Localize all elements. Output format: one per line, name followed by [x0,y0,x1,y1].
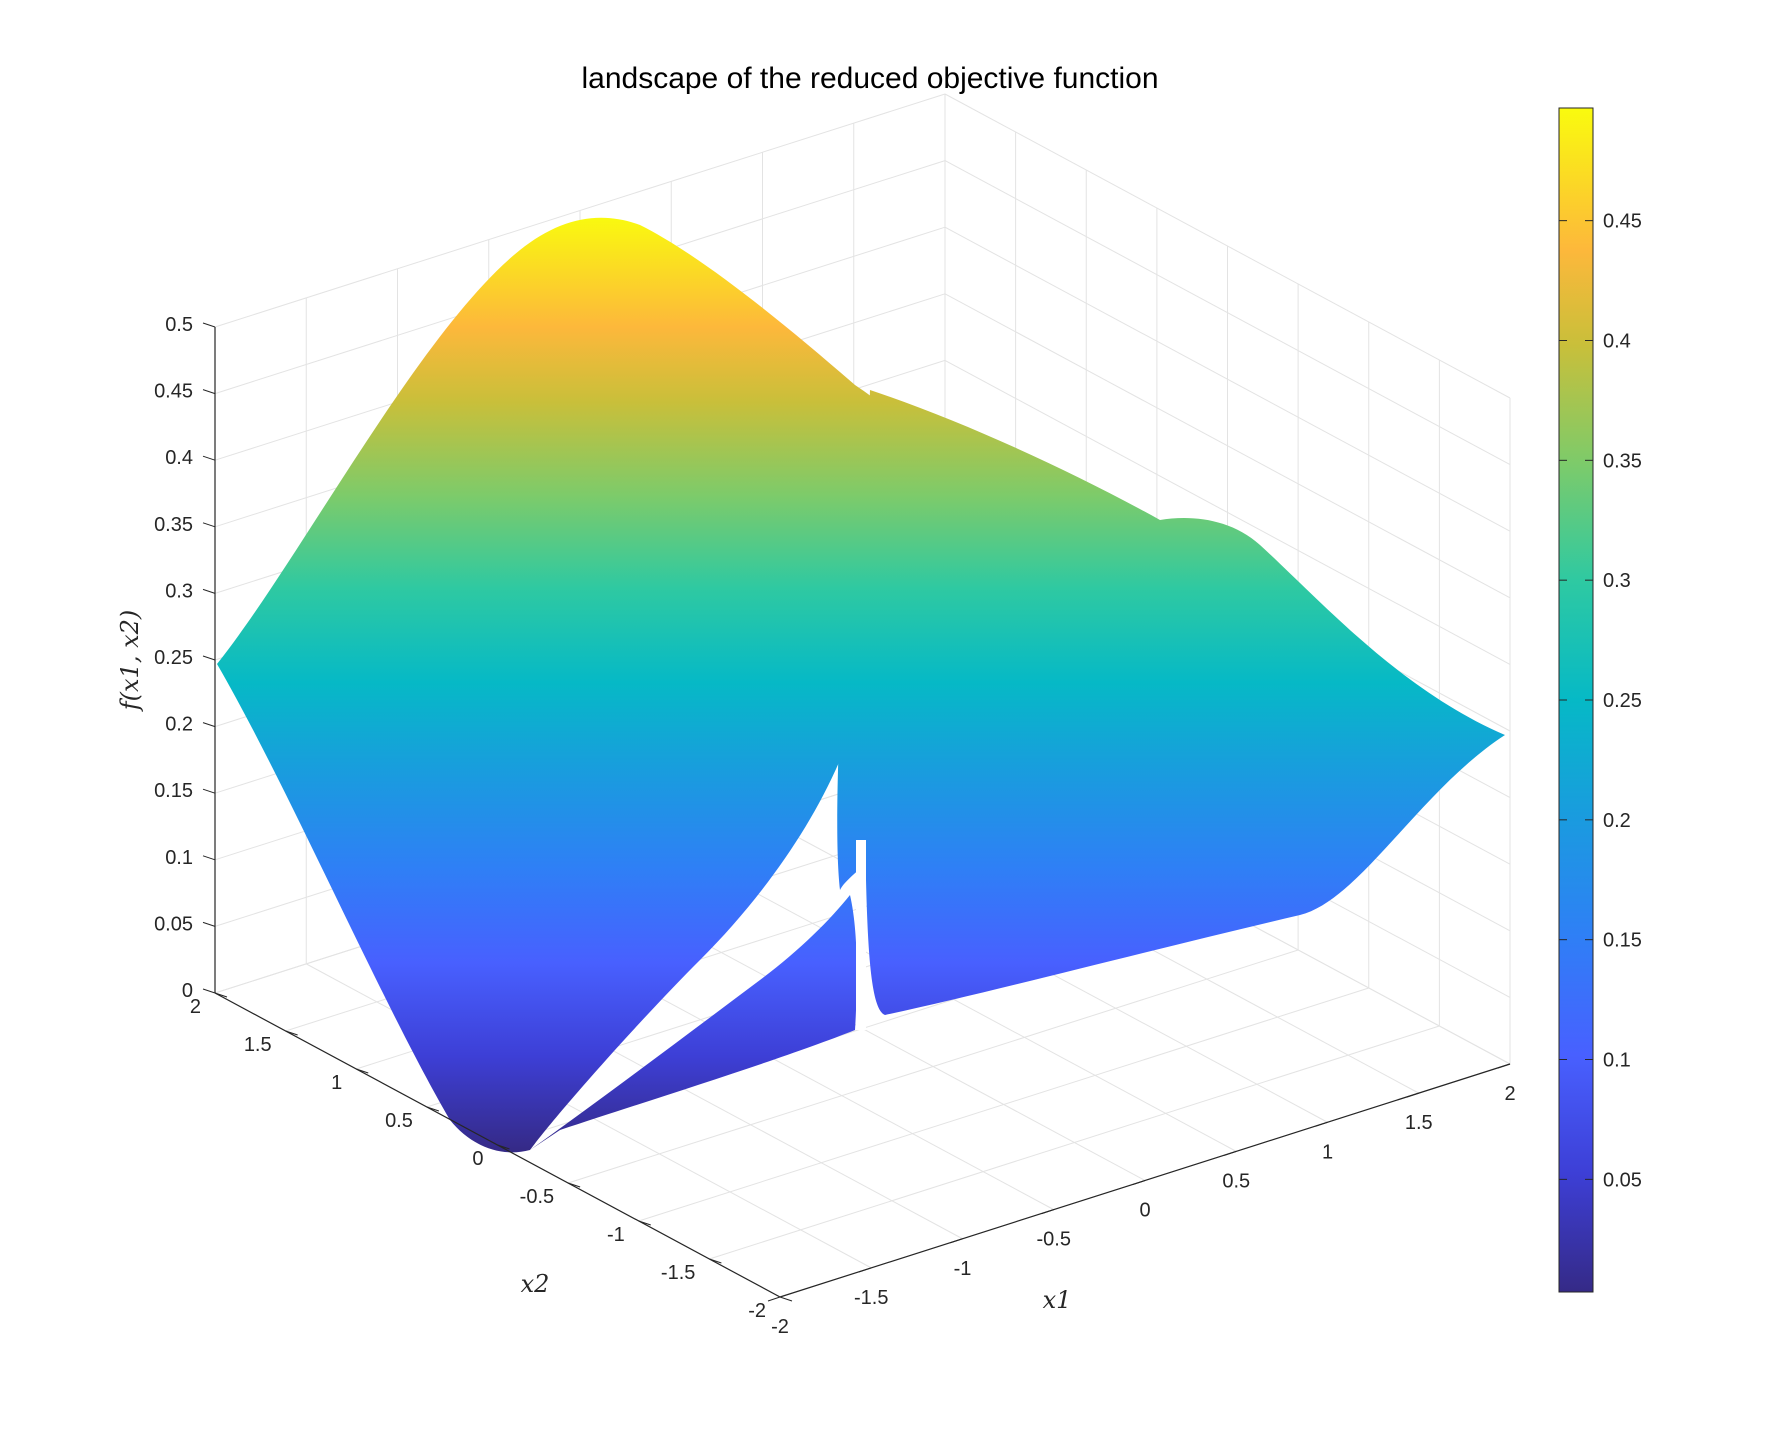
side-wall-grid-line [944,93,1511,399]
z-tick-label: 0.3 [165,580,193,602]
x2-tick [285,1030,298,1036]
colorbar: 0.05 0.1 0.15 0.2 0.25 0.3 0.35 0.4 0.45 [1558,107,1642,1293]
x1-tick [1406,1092,1419,1098]
z-tick-label: 0.5 [165,314,193,336]
z-tick-label: 0.25 [154,647,193,669]
surface-left-lobe [217,217,856,1153]
z-tick-label: 0.05 [154,913,193,935]
x2-tick-label: -0.5 [520,1186,554,1208]
colorbar-tick-label: 0.2 [1603,810,1631,832]
z-tick [202,855,216,861]
surface-gap [856,840,866,1030]
x2-tick [638,1220,651,1226]
z-tick-label: 0 [182,980,193,1002]
z-tick [202,655,216,661]
x2-tick-label: 0.5 [385,1110,413,1132]
colorbar-ticks: 0.05 0.1 0.15 0.2 0.25 0.3 0.35 0.4 0.45 [1559,211,1642,1191]
x1-tick [950,1238,963,1244]
z-tick [202,455,216,461]
z-tick-label: 0.45 [154,381,193,403]
x1-tick-label: -1.5 [854,1287,888,1309]
x2-tick-label: 1.5 [244,1034,272,1056]
x2-tick [709,1258,722,1264]
floor-grid-line [567,949,1299,1184]
surface-front-valley [530,895,857,1150]
y-axis-label: x2 [521,1270,550,1298]
z-tick [202,921,216,927]
z-tick [202,389,216,395]
z-axis-label: f(x1, x2) [116,610,144,712]
z-tick-label: 0.35 [154,514,193,536]
x1-tick [1132,1180,1146,1185]
x1-tick-label: 1.5 [1405,1112,1433,1134]
z-tick-label: 0.2 [165,714,193,736]
colorbar-tick-label: 0.3 [1603,570,1631,592]
x1-tick [1041,1209,1054,1215]
x2-tick-label: 2 [190,996,201,1018]
side-wall-grid-line [944,293,1511,599]
side-wall-grid-line [944,226,1511,532]
z-tick [202,788,216,794]
z-tick-label: 0.15 [154,780,193,802]
surface [217,217,1505,1153]
colorbar-tick-label: 0.35 [1603,450,1642,472]
x2-tick-label: -2 [748,1300,766,1322]
x1-tick-label: -0.5 [1037,1229,1071,1251]
x1-tick-label: -2 [771,1316,789,1338]
x2-tick-label: 1 [331,1072,342,1094]
back-wall-grid-line [214,93,946,328]
z-tick-label: 0.4 [165,447,193,469]
z-tick [202,588,216,594]
side-wall-grid-line [944,359,1511,665]
x2-tick [779,1296,793,1302]
axes: -2 -1.5 -1 -0.5 0 0.5 1 1.5 2 -2 -1.5 -1 -0.5 0 0.5 1 1.… [154,314,1516,1338]
x2-tick [214,992,228,998]
z-tick [202,522,216,528]
colorbar-tick-label: 0.4 [1603,330,1631,352]
x2-tick [567,1182,581,1188]
floor-grid-line [638,987,1369,1222]
chart-title: landscape of the reduced objective funct… [581,62,1159,95]
colorbar-tick-label: 0.25 [1603,690,1642,712]
x-axis-label: x1 [1043,1286,1072,1314]
floor-grid-line [709,1025,1440,1260]
colorbar-tick-label: 0.1 [1603,1050,1631,1072]
x1-tick [1224,1150,1237,1156]
colorbar-tick-label: 0.05 [1603,1169,1642,1191]
z-tick [202,988,216,994]
x1-tick-label: -1 [954,1258,972,1280]
x2-tick [497,1144,510,1150]
x1-tick-label: 0 [1139,1200,1150,1222]
colorbar-tick-label: 0.45 [1603,211,1642,233]
x2-tick-label: -1 [607,1224,625,1246]
surface-right-lobe [866,390,1505,1015]
colorbar-tick-label: 0.15 [1603,930,1642,952]
x1-tick-label: 1 [1322,1141,1333,1163]
x1-tick [859,1267,872,1273]
side-wall-grid-line [944,160,1511,466]
x1-tick-label: 0.5 [1222,1170,1250,1192]
x1-tick [1315,1121,1328,1127]
z-tick [202,722,216,728]
x2-tick [356,1068,369,1074]
x1-tick [1497,1063,1511,1069]
x2-tick [426,1106,440,1112]
x2-tick-label: 0 [472,1148,483,1170]
x1-tick-label: 2 [1504,1083,1515,1105]
z-tick-label: 0.1 [165,847,193,869]
x2-tick-label: -1.5 [661,1262,695,1284]
z-tick [202,322,216,328]
x1-tick [767,1296,781,1302]
axis-labels: f(x1, x2) x2 x1 [116,610,1071,1314]
